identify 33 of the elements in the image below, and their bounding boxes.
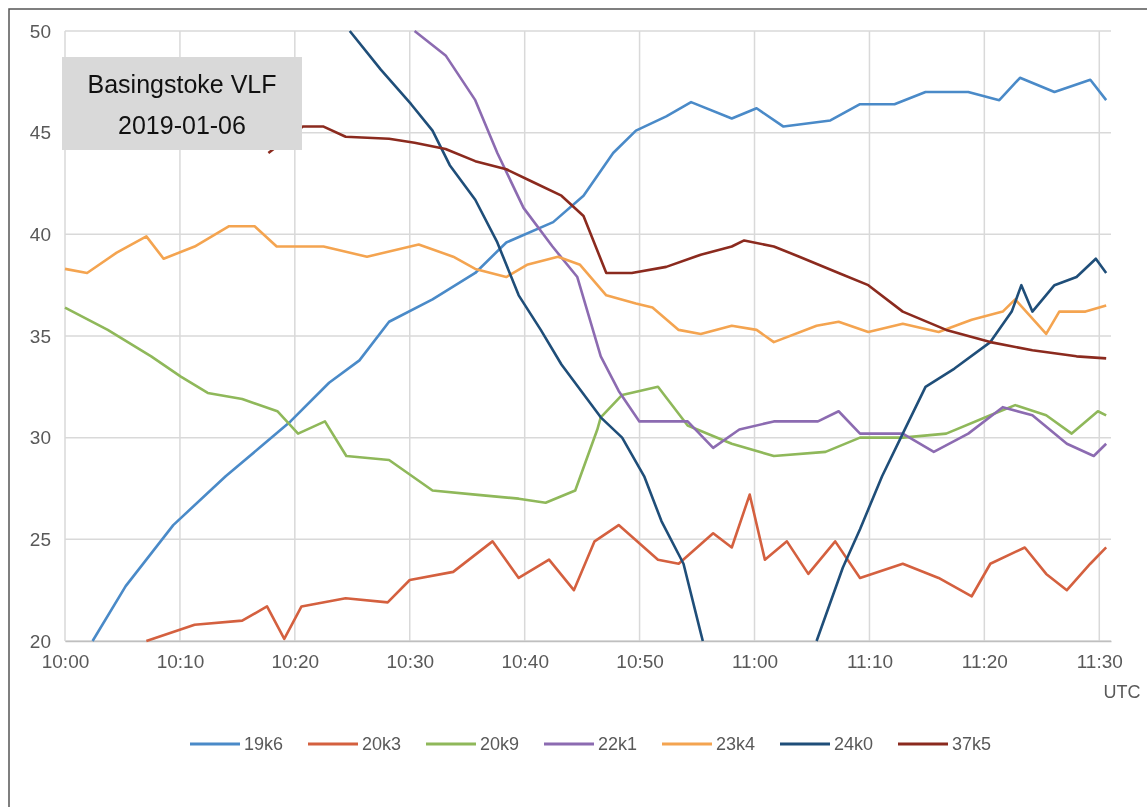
y-tick-label: 35	[29, 325, 51, 347]
y-tick-label: 50	[29, 20, 51, 42]
y-tick-label: 25	[29, 528, 51, 550]
line-series	[145, 493, 1108, 643]
y-tick-label: 20	[29, 630, 51, 652]
line-series	[91, 76, 1108, 643]
x-tick-label: 10:40	[501, 651, 549, 673]
x-tick-label: 10:50	[616, 651, 664, 673]
y-tick-label: 45	[29, 122, 51, 144]
text: Basingstoke VLF	[87, 70, 277, 98]
x-tick-label: 11:00	[731, 651, 779, 673]
legend-label: 19k6	[244, 734, 284, 754]
legend-label: 20k9	[480, 734, 520, 754]
line-series	[267, 125, 1108, 360]
x-tick-label: 10:30	[386, 651, 435, 673]
y-tick-label: 30	[29, 427, 51, 449]
legend-label: 23k4	[716, 734, 756, 754]
x-axis-title: UTC	[1103, 682, 1141, 702]
x-tick-label: 10:00	[41, 651, 90, 673]
line-series	[63, 224, 1108, 344]
legend-label: 24k0	[834, 734, 874, 754]
legend-label: 37k5	[952, 734, 992, 754]
x-tick-label: 10:20	[271, 651, 320, 673]
line-series	[63, 306, 1108, 505]
line-series	[413, 29, 1108, 458]
legend-label: 20k3	[362, 734, 402, 754]
legend-label: 22k1	[598, 734, 638, 754]
text: 2019-01-06	[118, 111, 246, 139]
x-tick-label: 10:10	[156, 651, 205, 673]
x-tick-label: 11:20	[961, 651, 1008, 673]
x-tick-label: 11:10	[846, 651, 894, 673]
y-tick-label: 40	[29, 223, 51, 245]
x-tick-label: 11:30	[1076, 651, 1123, 673]
